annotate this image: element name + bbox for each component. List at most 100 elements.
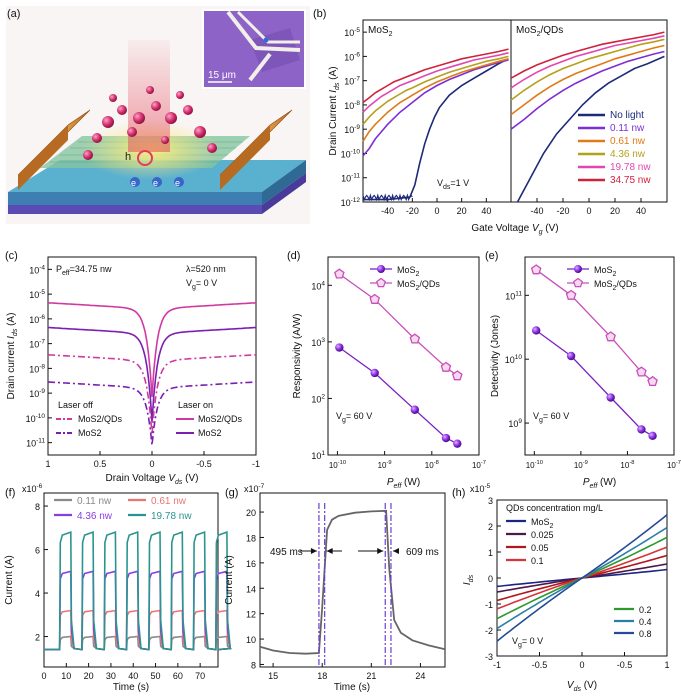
- no-light-noise: [362, 193, 413, 202]
- legend-label: 0.8: [639, 629, 652, 639]
- x-tick-label: 20: [84, 671, 94, 681]
- y-tick-label: 10-12: [341, 197, 361, 208]
- vg-annotation: Vg= 60 V: [336, 411, 372, 424]
- x-axis-label: Time (s): [113, 682, 149, 693]
- x-tick-label: 21: [366, 671, 376, 681]
- legend-label-mos2: MoS2: [531, 517, 554, 530]
- legend-label: 4.36 nw: [610, 149, 646, 160]
- x-tick-label: -40: [381, 206, 394, 216]
- y-axis-label: Current (A): [4, 555, 15, 604]
- y-axis-label: Responsivity (A/W): [292, 313, 303, 398]
- y-tick-label: 4: [35, 589, 40, 599]
- data-point-MoS2: [566, 351, 576, 361]
- x-axis-label: Time (s): [334, 682, 370, 693]
- y-tick-label: 20: [246, 508, 256, 518]
- data-point-MoS2: [370, 368, 379, 378]
- substrate-bottom-layer: [8, 205, 262, 214]
- panel-label-g: (g): [225, 487, 238, 499]
- series-line-19-78-nw: [44, 530, 232, 651]
- y-tick-label: 10: [246, 635, 256, 645]
- x-tick-label: 0: [41, 671, 46, 681]
- y-tick-label: 18: [246, 533, 256, 543]
- series-line-0-8: [496, 514, 668, 642]
- data-point-MoS2-QDs: [409, 333, 421, 344]
- panel-f-frame: [43, 492, 219, 668]
- x-axis-label: Gate Voltage Vg (V): [471, 223, 558, 236]
- y-tick-label: 8: [35, 502, 40, 512]
- series-line-No-light-right: [516, 55, 665, 203]
- legend-marker: [572, 277, 584, 288]
- y-tick-label: 0: [488, 574, 493, 584]
- series-line-0-61-nw-left: [362, 58, 509, 142]
- data-point-MoS2-QDs: [334, 268, 345, 279]
- x-tick-label: 40: [481, 206, 491, 216]
- legend-label: No light: [610, 110, 644, 121]
- legend-label: 19.78 nw: [610, 162, 651, 173]
- data-point-MoS2: [441, 433, 451, 443]
- y-axis-label: Drain Current Ids (A): [328, 66, 341, 155]
- x-tick-label: 10-7: [472, 460, 486, 470]
- series-line-4-36-nw-left: [362, 55, 509, 125]
- series-line-0-11-nw-left: [362, 59, 509, 157]
- y-tick-label: 10-7: [29, 339, 45, 350]
- data-point-MoS2: [453, 439, 462, 448]
- y-tick-label: 103: [311, 337, 325, 348]
- legend-label: 0.11 nw: [610, 123, 645, 134]
- panel-label-e: (e): [485, 250, 498, 262]
- legend-label: 0.05: [531, 543, 549, 553]
- series-line-19-78-nw-left: [362, 52, 509, 113]
- electron-label-3: e: [175, 178, 180, 188]
- legend-label-mos2-qds: MoS2/QDs: [594, 279, 637, 292]
- scale-bar-label: 15 μm: [208, 70, 236, 81]
- x-tick-label: 10-8: [425, 460, 439, 470]
- y-tick-label: -1: [485, 600, 493, 610]
- x-tick-label: 0: [149, 459, 154, 469]
- y-scale-label: x10-5: [470, 483, 491, 494]
- series-line-Laser-on-MoS2-QDs: [47, 302, 257, 397]
- hole-label: h: [125, 151, 131, 163]
- x-tick-label: 1: [664, 660, 669, 670]
- series-line-0-61-nw-right: [510, 44, 665, 116]
- x-tick-label: 20: [610, 206, 620, 216]
- x-tick-label: 10-7: [667, 460, 681, 470]
- y-tick-label: 10-5: [29, 289, 45, 300]
- legend-marker: [375, 277, 387, 288]
- panel-label-f: (f): [5, 487, 15, 499]
- y-tick-label: 16: [246, 559, 256, 569]
- y-axis-label: Ids: [462, 574, 475, 585]
- legend-label: MoS2/QDs: [78, 414, 123, 424]
- y-tick-label: 10-6: [344, 51, 360, 62]
- vds-annotation: Vds=1 V: [437, 178, 469, 191]
- y-tick-label: 1010: [505, 354, 523, 365]
- y-tick-label: 101: [311, 450, 325, 461]
- y-tick-label: 109: [508, 418, 522, 429]
- series-line-No-light-left: [363, 58, 509, 201]
- electron-markers: e e e: [130, 177, 184, 188]
- charge-transfer-loop: [137, 150, 153, 166]
- series-line-34-75-nw-right: [510, 31, 665, 79]
- panel-label-d: (d): [287, 250, 300, 262]
- x-tick-label: 10-9: [378, 460, 392, 470]
- y-tick-label: 10-5: [344, 27, 360, 38]
- y-tick-label: -3: [485, 652, 493, 662]
- x-axis-label: Vds (V): [567, 680, 597, 693]
- data-point-MoS2-QDs: [647, 375, 658, 387]
- legend-marker: [377, 265, 385, 273]
- series-line-34-75-nw-left: [362, 48, 509, 104]
- y-tick-label: -2: [485, 626, 493, 636]
- electron-label-2: e: [153, 178, 158, 188]
- legend-title: QDs concentration mg/L: [506, 503, 603, 513]
- x-tick-label: -20: [406, 206, 419, 216]
- series-line-19-78-nw-right: [510, 35, 665, 89]
- x-tick-label: 10-10: [329, 460, 346, 470]
- y-tick-label: 10-8: [344, 100, 360, 111]
- legend-marker: [574, 265, 582, 273]
- data-point-MoS2-QDs: [565, 289, 577, 300]
- substrate-side-layer: [262, 160, 306, 205]
- x-tick-label: 0: [434, 206, 439, 216]
- data-point-MoS2: [335, 343, 344, 352]
- panel-e-chart: 109 1010 1011 10-10 10-9 10-8 10-7 MoS2MoS2/QDs…: [490, 256, 681, 490]
- y-tick-label: 2: [488, 522, 493, 532]
- legend-label: 0.11 nw: [77, 496, 112, 507]
- legend-label-mos2: MoS2: [594, 265, 617, 278]
